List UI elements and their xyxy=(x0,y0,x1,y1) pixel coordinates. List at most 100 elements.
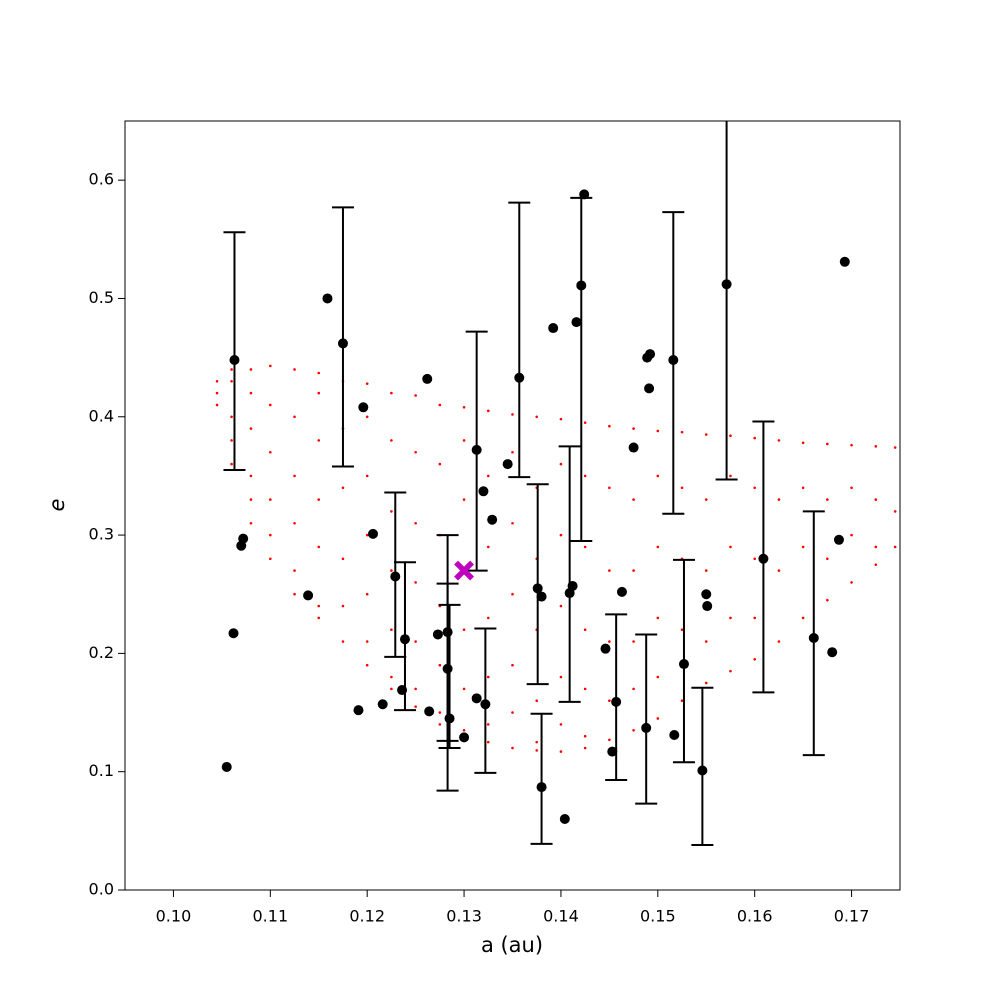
cloud-dot xyxy=(777,640,781,643)
data-point xyxy=(678,659,689,670)
cloud-dot xyxy=(462,687,466,691)
cloud-dot xyxy=(583,545,587,549)
cloud-dot xyxy=(365,640,369,643)
data-point xyxy=(514,372,525,383)
cloud-dot xyxy=(249,427,253,430)
cloud-dot xyxy=(486,409,490,413)
cloud-dot xyxy=(801,441,805,445)
cloud-dot xyxy=(511,592,514,596)
cloud-dot xyxy=(215,403,219,407)
cloud-dot xyxy=(583,687,587,691)
cloud-dot xyxy=(462,728,466,732)
cloud-dot xyxy=(462,498,466,501)
data-point xyxy=(229,354,240,365)
x-axis-label: a (au) xyxy=(481,933,543,957)
cloud-dot xyxy=(414,705,417,708)
x-tick-label: 0.13 xyxy=(446,907,482,926)
cloud-dot xyxy=(680,699,684,703)
y-tick-label: 0.2 xyxy=(89,643,114,662)
cloud-dot xyxy=(230,462,233,466)
data-point xyxy=(399,634,410,645)
cloud-dot xyxy=(486,474,490,478)
data-point xyxy=(422,373,433,384)
data-point xyxy=(303,590,314,601)
data-point xyxy=(459,732,470,743)
cloud-dot xyxy=(390,675,393,679)
x-tick-label: 0.10 xyxy=(156,907,192,926)
cloud-dot xyxy=(317,371,321,375)
cloud-dot xyxy=(414,394,417,397)
x-tick-label: 0.11 xyxy=(253,907,289,926)
cloud-dot xyxy=(583,734,587,738)
data-point xyxy=(559,814,570,825)
x-tick-label: 0.15 xyxy=(640,907,676,926)
cloud-dot xyxy=(632,427,635,430)
y-tick-label: 0.6 xyxy=(89,170,114,189)
cloud-dot xyxy=(826,442,829,446)
data-point xyxy=(839,256,850,267)
cloud-dot xyxy=(656,545,660,549)
data-point xyxy=(444,713,455,724)
data-point xyxy=(616,586,627,597)
cloud-dot xyxy=(511,663,514,667)
cloud-dot xyxy=(632,498,635,501)
data-point xyxy=(442,627,453,638)
cloud-dot xyxy=(583,474,587,478)
cloud-dot xyxy=(608,569,611,572)
cloud-dot xyxy=(511,711,514,714)
y-tick-label: 0.3 xyxy=(89,525,114,544)
cloud-dot xyxy=(704,640,708,643)
cloud-dot xyxy=(680,430,684,434)
cloud-dot xyxy=(777,569,781,572)
cloud-dot xyxy=(535,740,539,744)
highlight-marker xyxy=(454,560,475,581)
data-point xyxy=(221,761,232,772)
data-point xyxy=(607,746,618,757)
cloud-dot xyxy=(486,545,490,549)
cloud-dot xyxy=(215,391,219,395)
cloud-dot xyxy=(230,415,233,419)
cloud-dot xyxy=(365,533,369,537)
data-point xyxy=(442,663,453,674)
data-point xyxy=(424,706,435,717)
cloud-dot xyxy=(341,486,345,490)
cloud-dot xyxy=(608,640,611,643)
cloud-dot xyxy=(826,598,829,602)
data-point xyxy=(833,534,844,545)
cloud-dot xyxy=(680,628,684,632)
x-tick-label: 0.16 xyxy=(737,907,773,926)
cloud-dot xyxy=(317,545,321,549)
y-tick-label: 0.5 xyxy=(89,288,114,307)
y-axis-label: e xyxy=(45,499,69,512)
data-point xyxy=(238,533,249,544)
cloud-dot xyxy=(874,445,878,448)
cloud-dot xyxy=(249,474,253,478)
cloud-dot xyxy=(390,687,393,691)
cloud-dot xyxy=(680,486,684,490)
data-point xyxy=(579,189,590,200)
x-tick-label: 0.12 xyxy=(349,907,385,926)
cloud-dot xyxy=(249,368,253,371)
cloud-dot xyxy=(293,415,296,419)
cloud-dot xyxy=(462,628,466,632)
data-point xyxy=(548,323,559,334)
cloud-dot xyxy=(874,498,878,501)
cloud-dot xyxy=(656,474,660,478)
cloud-dot xyxy=(632,687,635,691)
data-point xyxy=(377,699,388,710)
cloud-dot xyxy=(390,439,393,442)
cloud-dot xyxy=(608,699,611,703)
data-point xyxy=(432,629,443,640)
cloud-dot xyxy=(777,439,781,442)
cloud-dot xyxy=(438,663,442,667)
data-point xyxy=(644,383,655,394)
cloud-dot xyxy=(249,391,253,395)
cloud-dot xyxy=(656,616,660,620)
data-point xyxy=(487,514,498,525)
cloud-dot xyxy=(341,557,345,561)
cloud-dot xyxy=(293,368,296,371)
cloud-dot xyxy=(826,557,829,561)
cloud-dot xyxy=(390,569,393,572)
cloud-dot xyxy=(269,498,272,501)
